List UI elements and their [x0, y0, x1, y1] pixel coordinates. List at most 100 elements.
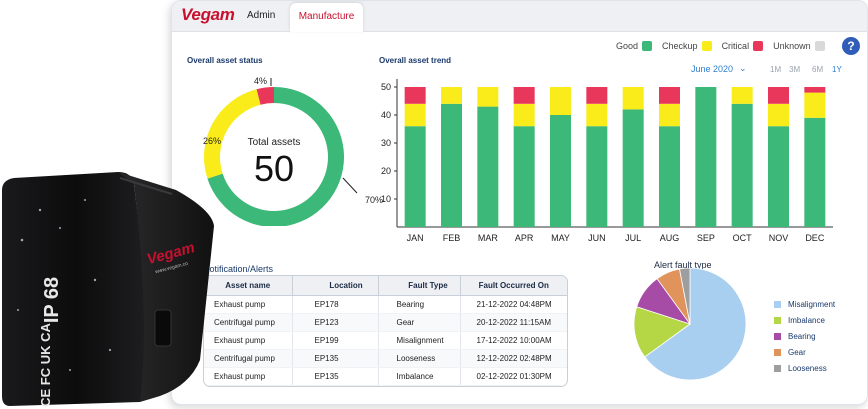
y-tick-label: 40 — [381, 110, 391, 120]
dashboard-panel: Vegam Admin Manufacture Overall asset st… — [171, 0, 868, 405]
table-row[interactable]: Centrifugal pump EP123 Gear 20-12-2022 11:1… — [204, 313, 567, 332]
device-marks-text: CE FC UK CA — [38, 323, 53, 407]
pie-legend-swatch — [774, 316, 781, 324]
period-selector[interactable]: June 2020 — [691, 64, 734, 74]
donut-slice-checkup — [203, 89, 261, 179]
alerts-table: Asset name Location Fault Type Fault Occ… — [203, 275, 568, 387]
table-row[interactable]: Exhaust pump EP178 Bearing 21-12-2022 04:48… — [204, 295, 567, 314]
x-tick-label: JUN — [588, 233, 606, 243]
bar-critical-nov — [768, 87, 789, 104]
total-assets-value: 50 — [253, 148, 295, 189]
legend-checkup: Checkup — [662, 41, 712, 51]
pie-legend-label: Looseness — [788, 363, 827, 373]
fault-type-pie — [633, 268, 747, 380]
cell-fault-occurred: 12-12-2022 02:48PM — [460, 349, 567, 368]
bar-critical-jan — [404, 87, 426, 104]
cell-fault-occurred: 21-12-2022 04:48PM — [460, 295, 567, 314]
pie-legend-item: Bearing — [774, 328, 835, 344]
top-navigation-bar: Vegam Admin Manufacture — [172, 1, 867, 32]
pie-legend-item: Imbalance — [774, 312, 835, 328]
cell-fault-type: Looseness — [378, 349, 461, 368]
alerts-title: Notification/Alerts — [203, 264, 274, 274]
column-fault-type: Fault Type — [378, 276, 461, 296]
y-tick-label: 20 — [381, 166, 391, 176]
sensor-device-image: IP 68 CE FC UK CA Vegam www.vegam.co — [2, 172, 214, 407]
range-6m[interactable]: 6M — [812, 65, 824, 74]
tab-admin[interactable]: Admin — [247, 10, 276, 21]
pie-slice-misalignment — [644, 268, 747, 380]
x-tick-label: FEB — [443, 233, 461, 243]
pie-legend-swatch — [774, 332, 781, 340]
asset-trend-chart: 10 20 30 40 50 JAN FEB MAR APR MAY JUN JUL AUG SEP OCT… — [381, 79, 833, 243]
cell-asset-name: Centrifugal pump — [204, 313, 293, 332]
status-legend: Good Checkup Critical Unknown — [616, 40, 835, 52]
pie-legend-swatch — [774, 300, 781, 308]
bar-checkup-mar — [477, 87, 499, 107]
bar-critical-dec — [804, 87, 826, 93]
cell-location: EP123 — [292, 313, 379, 332]
bar-good-mar — [477, 106, 499, 227]
bar-good-jan — [404, 126, 426, 227]
checkup-swatch — [701, 41, 712, 51]
cell-fault-occurred: 02-12-2022 01:30PM — [460, 367, 567, 386]
pie-legend-label: Bearing — [788, 331, 816, 341]
y-tick-label: 10 — [381, 194, 391, 204]
cell-asset-name: Centrifugal pump — [204, 349, 293, 368]
pie-slice-imbalance — [633, 306, 691, 358]
critical-swatch — [753, 41, 764, 51]
asset-status-donut: 70% 26% 4% — [203, 76, 383, 226]
bar-good-feb — [441, 103, 462, 227]
bar-good-may — [550, 115, 571, 227]
table-row[interactable]: Exhaust pump EP135 Imbalance 02-12-2022 01:… — [204, 367, 567, 386]
pie-legend-swatch — [774, 364, 781, 372]
tab-manufacture[interactable]: Manufacture — [290, 3, 363, 32]
y-tick-label: 30 — [381, 138, 391, 148]
legend-unknown: Unknown — [773, 41, 825, 51]
x-tick-label: AUG — [660, 233, 680, 243]
bar-critical-apr — [513, 87, 535, 104]
pie-legend-label: Imbalance — [788, 315, 825, 325]
chevron-down-icon[interactable]: ⌄ — [739, 63, 747, 73]
x-tick-label: MAY — [551, 233, 570, 243]
pie-slice-looseness — [679, 268, 691, 325]
cell-location: EP178 — [292, 295, 379, 314]
table-row[interactable]: Centrifugal pump EP135 Looseness 12-12-2022… — [204, 349, 567, 368]
pie-legend-label: Misalignment — [788, 299, 836, 309]
pie-legend-item: Looseness — [774, 360, 835, 376]
fault-type-legend: Misalignment Imbalance Bearing Gear Loosenes… — [774, 296, 835, 376]
bar-checkup-jul — [622, 87, 644, 110]
bar-critical-jun — [586, 87, 608, 104]
bar-good-oct — [731, 103, 753, 227]
asset-trend-title: Overall asset trend — [379, 56, 452, 65]
legend-good: Good — [616, 41, 653, 51]
bar-checkup-nov — [768, 103, 789, 127]
cell-fault-type: Gear — [378, 313, 461, 332]
asset-status-title: Overall asset status — [187, 56, 263, 65]
cell-fault-occurred: 17-12-2022 10:00AM — [460, 331, 567, 350]
range-3m[interactable]: 3M — [789, 65, 801, 74]
table-row[interactable]: Exhaust pump EP199 Misalignment 17-12-2022 … — [204, 331, 567, 350]
x-tick-label: JAN — [407, 233, 424, 243]
bar-good-dec — [804, 117, 826, 227]
bar-good-nov — [768, 126, 789, 227]
bar-checkup-may — [550, 87, 571, 115]
device-rating-text: IP 68 — [41, 277, 63, 323]
x-tick-label: SEP — [697, 233, 715, 243]
bar-checkup-jan — [404, 103, 426, 127]
bar-good-apr — [513, 126, 535, 227]
pie-legend-item: Gear — [774, 344, 835, 360]
x-tick-label: APR — [515, 233, 534, 243]
cell-fault-type: Bearing — [378, 295, 461, 314]
total-assets-label: Total assets — [247, 137, 301, 148]
donut-slice-critical — [256, 87, 274, 105]
help-icon[interactable]: ? — [842, 37, 860, 55]
pie-legend-swatch — [774, 348, 781, 356]
cell-asset-name: Exhaust pump — [204, 295, 293, 314]
leader-line-good — [342, 177, 358, 194]
pct-label-good: 70% — [365, 195, 383, 205]
range-1y[interactable]: 1Y — [832, 65, 842, 74]
cell-asset-name: Exhaust pump — [204, 331, 293, 350]
cell-fault-type: Misalignment — [378, 331, 461, 350]
cell-location: EP135 — [292, 367, 379, 386]
range-1m[interactable]: 1M — [770, 65, 782, 74]
